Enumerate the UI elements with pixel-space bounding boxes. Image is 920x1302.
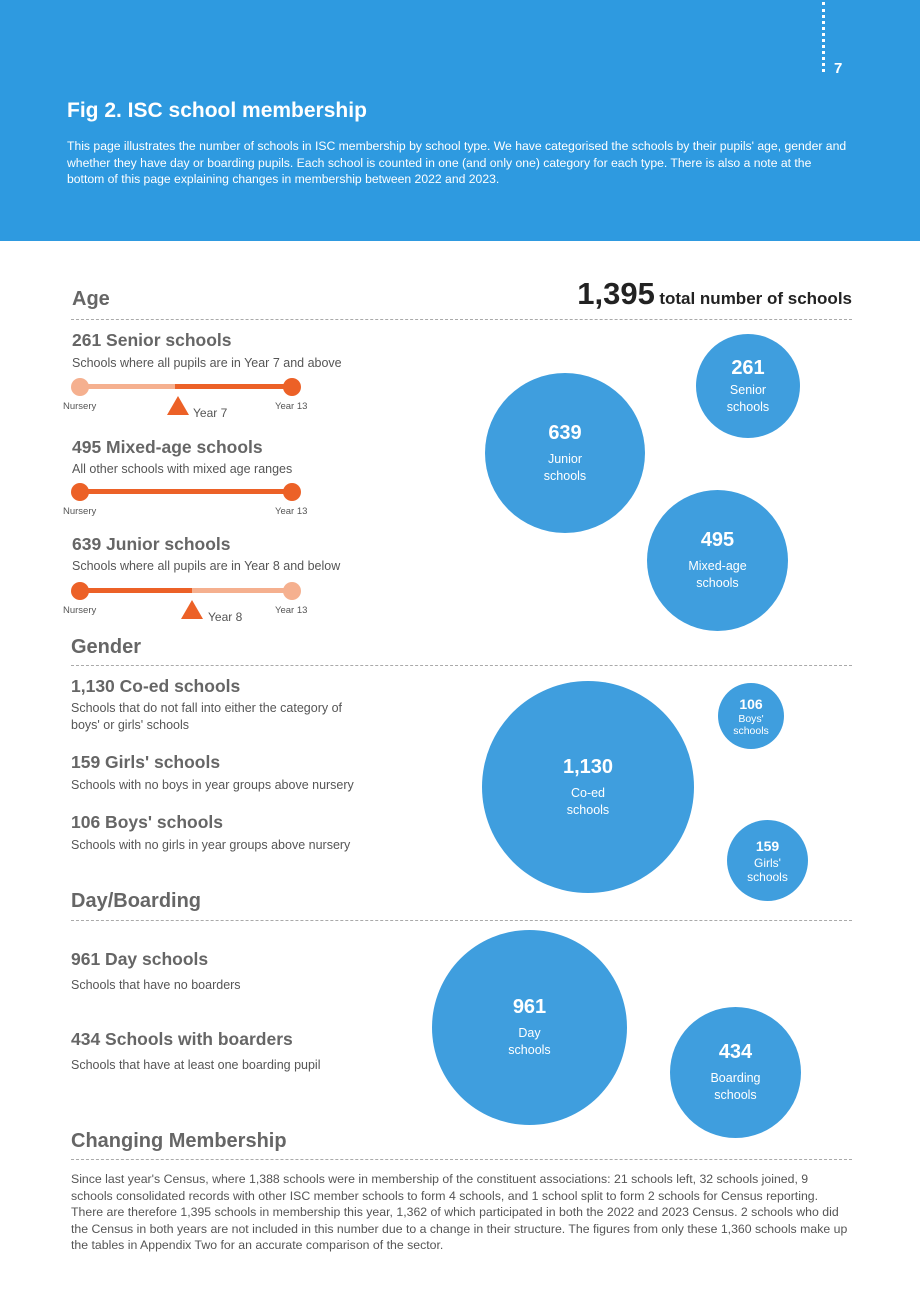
total-schools: 1,395 total number of schools — [577, 276, 852, 312]
bubble-number: 434 — [718, 1041, 753, 1063]
marker-label: Year 8 — [208, 610, 243, 624]
bubble-number: 106 — [739, 695, 763, 712]
section-title-gender: Gender — [71, 636, 142, 658]
slider-start-label: Nursery — [63, 605, 97, 616]
item-desc-coed: Schools that do not fall into either the… — [71, 701, 343, 732]
slider-end-label: Year 13 — [275, 605, 308, 616]
item-title-girls: 159 Girls' schools — [71, 752, 221, 772]
bubble-label: Co-ed schools — [566, 785, 610, 817]
bubble-label: Boys' schools — [733, 712, 769, 737]
slider-knob-start — [71, 582, 89, 600]
intro-text: This page illustrates the number of scho… — [67, 139, 847, 186]
total-label: total number of schools — [659, 289, 852, 308]
bubble-junior: 639 Junior schools — [485, 373, 645, 533]
slider-knob-start — [71, 483, 89, 501]
item-desc-boys: Schools with no girls in year groups abo… — [71, 838, 351, 852]
bubble-boarding: 434 Boarding schools — [670, 1007, 801, 1138]
section-divider — [71, 1159, 852, 1160]
age-range-slider-junior: Nursery Year 13 Year 8 — [63, 580, 311, 630]
bubble-boys: 106 Boys' schools — [718, 683, 784, 749]
bubble-mixed-age: 495 Mixed-age schools — [647, 490, 788, 631]
item-title-junior: 639 Junior schools — [72, 534, 231, 554]
bubble-label: Mixed-age schools — [688, 559, 747, 590]
item-desc-girls: Schools with no boys in year groups abov… — [71, 778, 354, 792]
bubble-senior: 261 Senior schools — [696, 334, 800, 438]
age-range-slider-senior: Nursery Year 13 Year 7 — [63, 376, 311, 426]
total-number: 1,395 — [577, 276, 655, 311]
slider-range — [175, 384, 292, 389]
slider-range — [80, 489, 292, 494]
item-title-mixed: 495 Mixed-age schools — [72, 437, 263, 457]
dotted-line — [822, 2, 825, 72]
bubble-label: Junior schools — [543, 451, 587, 483]
bubble-number: 495 — [700, 529, 735, 551]
page-header: 7 Fig 2. ISC school membership This page… — [0, 0, 920, 241]
item-title-boys: 106 Boys' schools — [71, 812, 224, 832]
item-title-senior: 261 Senior schools — [72, 330, 232, 350]
marker-triangle — [181, 600, 203, 619]
slider-knob-end — [283, 378, 301, 396]
slider-start-label: Nursery — [63, 401, 97, 412]
bubble-day: 961 Day schools — [432, 930, 627, 1125]
item-title-coed: 1,130 Co-ed schools — [71, 676, 241, 696]
bubble-number: 261 — [731, 356, 765, 379]
figure-title: Fig 2. ISC school membership — [67, 99, 367, 122]
bubble-number: 159 — [755, 837, 780, 854]
slider-start-label: Nursery — [63, 506, 97, 517]
item-title-day: 961 Day schools — [71, 949, 209, 969]
item-desc-mixed: All other schools with mixed age ranges — [72, 462, 293, 476]
bubble-girls: 159 Girls' schools — [727, 820, 808, 901]
slider-range — [80, 588, 193, 593]
section-divider — [71, 665, 852, 666]
bubble-coed: 1,130 Co-ed schools — [482, 681, 694, 893]
slider-knob-end — [283, 483, 301, 501]
item-desc-senior: Schools where all pupils are in Year 7 a… — [72, 356, 342, 370]
item-title-boarders: 434 Schools with boarders — [71, 1029, 293, 1049]
section-title-age: Age — [72, 288, 110, 310]
slider-knob-start — [71, 378, 89, 396]
marker-triangle — [167, 396, 189, 415]
item-desc-day: Schools that have no boarders — [71, 978, 241, 992]
slider-end-label: Year 13 — [275, 401, 308, 412]
section-title-changing-membership: Changing Membership — [71, 1130, 287, 1152]
section-divider — [71, 920, 852, 921]
bubble-number: 639 — [548, 421, 582, 444]
section-title-day-boarding: Day/Boarding — [71, 890, 202, 912]
slider-knob-end — [283, 582, 301, 600]
bubble-number: 1,130 — [562, 755, 614, 778]
bubble-label: Day schools — [508, 1026, 551, 1057]
item-desc-boarders: Schools that have at least one boarding … — [71, 1058, 321, 1072]
changing-membership-text: Since last year's Census, where 1,388 sc… — [71, 1172, 848, 1252]
age-range-slider-mixed: Nursery Year 13 — [63, 481, 311, 531]
slider-end-label: Year 13 — [275, 506, 308, 517]
section-divider — [71, 319, 852, 320]
bubble-label: Senior schools — [726, 382, 770, 414]
bubble-number: 961 — [512, 996, 547, 1018]
bubble-label: Girls' schools — [747, 855, 788, 884]
item-desc-junior: Schools where all pupils are in Year 8 a… — [72, 559, 341, 573]
page-number: 7 — [834, 60, 843, 77]
bubble-label: Boarding schools — [710, 1071, 761, 1102]
marker-label: Year 7 — [193, 406, 228, 420]
